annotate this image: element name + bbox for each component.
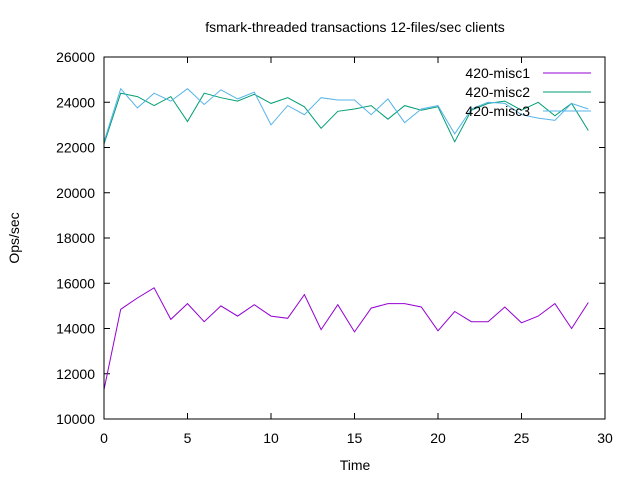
legend-label: 420-misc2: [465, 84, 530, 100]
y-tick-label: 18000: [56, 230, 95, 246]
y-tick-label: 16000: [56, 275, 95, 291]
legend-label: 420-misc1: [465, 65, 530, 81]
x-tick-label: 5: [184, 430, 192, 446]
legend: 420-misc1 420-misc2 420-misc3: [465, 65, 591, 119]
x-tick-label: 30: [597, 430, 613, 446]
chart-title: fsmark-threaded transactions 12-files/se…: [205, 19, 505, 35]
x-tick-label: 15: [347, 430, 363, 446]
y-tick-label: 10000: [56, 411, 95, 427]
y-tick-label: 20000: [56, 185, 95, 201]
y-tick-label: 22000: [56, 140, 95, 156]
x-tick-label: 10: [263, 430, 279, 446]
series-line-420-misc1: [103, 287, 589, 390]
legend-label: 420-misc3: [465, 103, 530, 119]
x-tick-label: 0: [100, 430, 108, 446]
series-line-420-misc3: [103, 87, 589, 142]
y-axis-label: Ops/sec: [6, 212, 22, 263]
y-tick-label: 26000: [56, 49, 95, 65]
series-line-420-misc2: [103, 92, 589, 145]
plot-frame: [103, 56, 606, 420]
x-axis-label: Time: [340, 457, 371, 473]
x-tick-label: 25: [514, 430, 530, 446]
x-tick-label: 20: [430, 430, 446, 446]
y-tick-label: 14000: [56, 321, 95, 337]
y-tick-label: 24000: [56, 94, 95, 110]
y-tick-label: 12000: [56, 366, 95, 382]
